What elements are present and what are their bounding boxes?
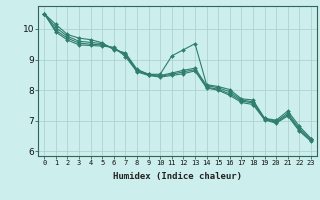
- X-axis label: Humidex (Indice chaleur): Humidex (Indice chaleur): [113, 172, 242, 181]
